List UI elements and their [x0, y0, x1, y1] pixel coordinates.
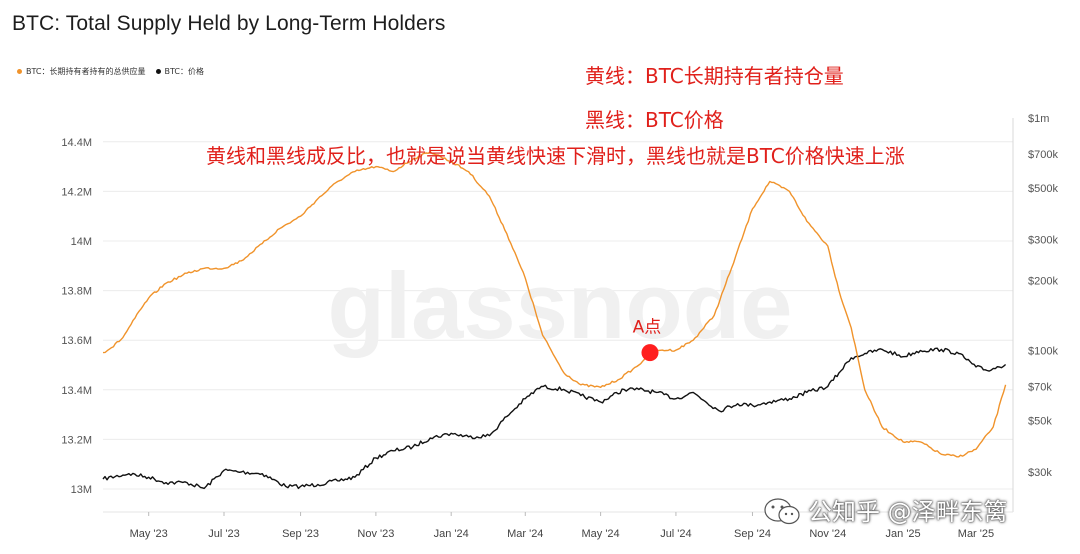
series-line-lth-supply: [102, 151, 1007, 458]
legend-dot-price: [155, 69, 161, 74]
watermark-credit: 公知乎 @泽畔东篱: [808, 498, 1008, 526]
legend-dot-supply: [17, 69, 22, 74]
y-left-tick-label: 14M: [71, 236, 92, 248]
y-right-tick-label: $300k: [1028, 235, 1058, 247]
y-right-tick-label: $30k: [1028, 467, 1052, 479]
annotation-point-a: [641, 344, 659, 362]
y-right-tick-label: $1m: [1028, 113, 1049, 125]
y-left-tick-label: 13M: [71, 484, 92, 496]
legend: BTC：长期持有者持有的总供应量 BTC：价格: [17, 66, 204, 77]
y-left-tick-label: 13.4M: [61, 385, 92, 397]
wechat-icon: [764, 498, 800, 525]
annotation-note-yellow-line: 黄线：BTC长期持有者持仓量: [585, 64, 844, 88]
legend-item-supply[interactable]: BTC：长期持有者持有的总供应量: [17, 66, 146, 77]
annotation-label-a: A点: [633, 318, 662, 338]
x-tick-label: Jan '25: [886, 528, 921, 540]
x-tick-label: Nov '24: [809, 528, 846, 540]
x-tick-label: Jan '24: [434, 528, 469, 540]
y-left-tick-label: 13.8M: [61, 286, 92, 298]
annotation-note-inverse: 黄线和黑线成反比，也就是说当黄线快速下滑时，黑线也就是BTC价格快速上涨: [206, 144, 905, 168]
x-tick-label: May '23: [130, 528, 168, 540]
x-tick-label: Nov '23: [357, 528, 394, 540]
annotation-note-black-line: 黑线：BTC价格: [585, 108, 724, 132]
x-tick-label: Sep '23: [282, 528, 319, 540]
y-right-tick-label: $50k: [1028, 415, 1052, 427]
y-left-tick-label: 13.2M: [61, 434, 92, 446]
x-tick-label: May '24: [582, 528, 620, 540]
y-right-tick-label: $500k: [1028, 183, 1058, 195]
y-right-tick-label: $700k: [1028, 149, 1058, 161]
y-left-tick-label: 14.4M: [61, 137, 92, 149]
y-right-tick-label: $100k: [1028, 345, 1058, 357]
x-tick-label: Mar '24: [507, 528, 543, 540]
y-left-tick-label: 13.6M: [61, 335, 92, 347]
x-tick-label: Sep '24: [734, 528, 771, 540]
legend-item-price[interactable]: BTC：价格: [155, 66, 205, 77]
chart-title: BTC: Total Supply Held by Long-Term Hold…: [12, 12, 446, 35]
y-right-tick-label: $70k: [1028, 381, 1052, 393]
legend-label-price: BTC：价格: [164, 67, 205, 76]
x-tick-label: Jul '24: [660, 528, 691, 540]
x-tick-label: Jul '23: [208, 528, 239, 540]
series-line-price: [102, 347, 1007, 490]
legend-label-supply: BTC：长期持有者持有的总供应量: [26, 67, 146, 76]
y-right-tick-label: $200k: [1028, 275, 1058, 287]
watermark-brand: glassnode: [328, 253, 793, 358]
y-left-tick-label: 14.2M: [61, 186, 92, 198]
x-tick-label: Mar '25: [958, 528, 994, 540]
